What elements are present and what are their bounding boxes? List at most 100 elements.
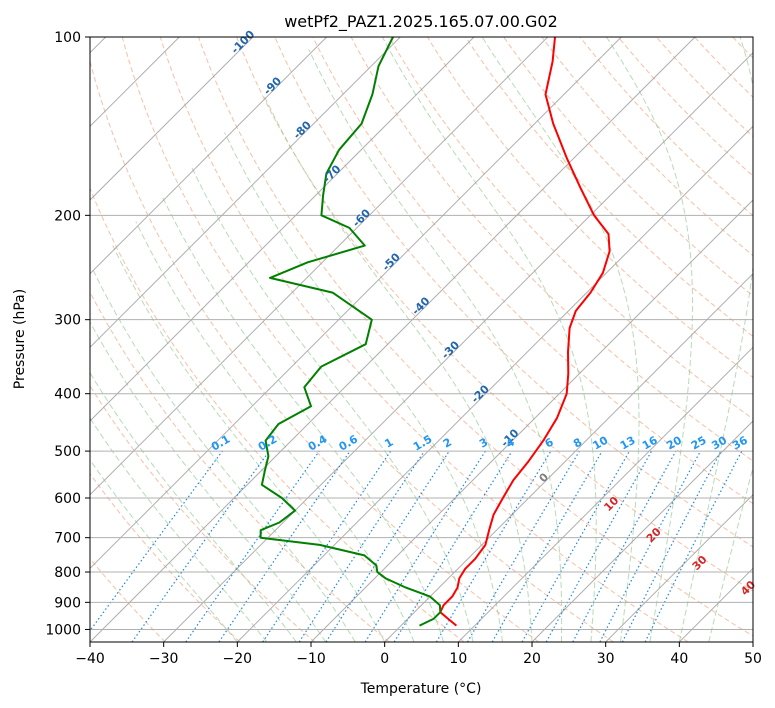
isotherm — [384, 272, 753, 642]
mixing-ratio-label: 6 — [543, 435, 556, 450]
mixing-ratio-line — [262, 450, 392, 642]
isotherm-label: -70 — [320, 162, 343, 185]
temperature-profile — [439, 37, 611, 627]
dry-adiabat — [90, 59, 540, 642]
y-tick-label: 300 — [54, 313, 81, 329]
mixing-ratio-line — [185, 450, 320, 642]
moist-adiabat — [190, 165, 474, 642]
dry-adiabat — [541, 37, 753, 257]
dry-adiabat — [388, 37, 753, 420]
dry-adiabat — [694, 37, 753, 98]
mixing-ratio-label: 30 — [709, 433, 729, 452]
theta-label: 40 — [738, 578, 758, 598]
theta-label: 20 — [644, 525, 664, 545]
dry-adiabat — [426, 37, 753, 378]
y-tick-label: 1000 — [45, 622, 81, 638]
chart-title: wetPf2_PAZ1.2025.165.07.00.G02 — [284, 12, 558, 32]
x-tick-label: −20 — [223, 651, 253, 667]
isotherm — [90, 37, 549, 496]
isotherm — [605, 493, 753, 642]
isotherm — [90, 37, 475, 422]
mixing-ratio-line — [644, 450, 743, 642]
x-tick-label: 20 — [523, 651, 541, 667]
y-tick-label: 200 — [54, 208, 81, 224]
dry-adiabat — [90, 384, 316, 642]
dry-adiabat — [236, 37, 753, 592]
pressure-gridlines — [90, 37, 753, 630]
dry-adiabat — [90, 186, 465, 642]
y-tick-label: 700 — [54, 531, 81, 547]
mixing-ratio-line — [131, 450, 270, 642]
moist-adiabat — [161, 195, 445, 642]
mixing-ratio-line — [364, 450, 486, 642]
isotherm-label: -50 — [380, 250, 403, 273]
moist-adiabat — [90, 459, 238, 642]
y-axis: 100 200 300 400 500 600 700 800 900 1000 — [45, 30, 90, 638]
x-tick-label: 10 — [449, 651, 467, 667]
dry-adiabat — [732, 37, 753, 59]
mixing-ratio-line — [572, 450, 677, 642]
y-tick-label: 900 — [54, 595, 81, 611]
mixing-ratio-line — [545, 450, 653, 642]
mixing-ratio-label: 2 — [441, 436, 454, 451]
y-axis-label: Pressure (hPa) — [12, 289, 28, 389]
x-tick-label: 0 — [380, 651, 389, 667]
moist-adiabat — [606, 37, 693, 642]
dry-adiabat — [771, 37, 775, 642]
x-tick-label: 40 — [670, 651, 688, 667]
moist-adiabat — [263, 94, 533, 642]
moist-adiabat — [481, 37, 640, 642]
dry-adiabat — [274, 37, 753, 548]
isotherm — [457, 346, 753, 642]
mixing-ratio-label: 0.6 — [337, 432, 361, 453]
isotherm — [163, 51, 753, 642]
mixing-ratio-line — [521, 450, 631, 642]
moist-adiabat — [91, 267, 356, 642]
isotherm — [90, 37, 328, 275]
mixing-ratio-label: 1.5 — [411, 433, 434, 454]
x-axis: −40 −30 −20 −10 0 10 20 30 40 50 — [75, 642, 762, 667]
mixing-ratio-label: 13 — [618, 434, 638, 453]
mixing-ratio-label: 25 — [689, 434, 709, 453]
mixing-ratio-label: 16 — [640, 433, 660, 452]
mixing-ratio-line — [435, 450, 552, 642]
y-tick-label: 400 — [54, 387, 81, 403]
dry-adiabat — [90, 291, 390, 642]
mixing-ratio-label: 1 — [382, 436, 395, 451]
x-tick-label: −40 — [75, 651, 105, 667]
moist-adiabat — [308, 49, 563, 642]
theta-label: 10 — [601, 494, 621, 514]
dry-adiabat — [312, 37, 753, 505]
isotherm — [531, 420, 753, 642]
isotherm-label: -80 — [291, 118, 314, 141]
y-tick-label: 500 — [54, 444, 81, 460]
background-lines — [90, 37, 775, 642]
dry-adiabat — [579, 37, 753, 217]
mixing-ratio-label: 36 — [730, 433, 750, 452]
y-tick-label: 800 — [54, 565, 81, 581]
isotherm — [90, 37, 622, 570]
x-tick-label: 30 — [597, 651, 615, 667]
moist-adiabat — [112, 245, 386, 642]
plot-frame — [89, 36, 754, 643]
isotherm — [90, 37, 254, 201]
dry-adiabat — [159, 37, 689, 642]
isotherm-label: -90 — [261, 74, 284, 97]
isotherm — [90, 37, 401, 349]
isotherm — [310, 199, 753, 642]
isotherm-label: -20 — [469, 382, 492, 405]
isotherm-label: -30 — [439, 338, 462, 361]
x-tick-label: 50 — [744, 651, 762, 667]
moist-adiabat — [678, 37, 753, 642]
moist-adiabat — [90, 321, 327, 642]
dry-adiabat — [90, 472, 241, 642]
dry-adiabat — [465, 37, 753, 337]
isotherm — [752, 641, 753, 642]
isotherm — [90, 37, 696, 642]
mixing-ratio-line — [298, 450, 425, 642]
moist-adiabat — [90, 417, 268, 642]
mixing-ratio-label: 8 — [571, 436, 584, 451]
mixing-ratio-line — [325, 450, 450, 642]
dry-adiabat — [656, 37, 753, 138]
